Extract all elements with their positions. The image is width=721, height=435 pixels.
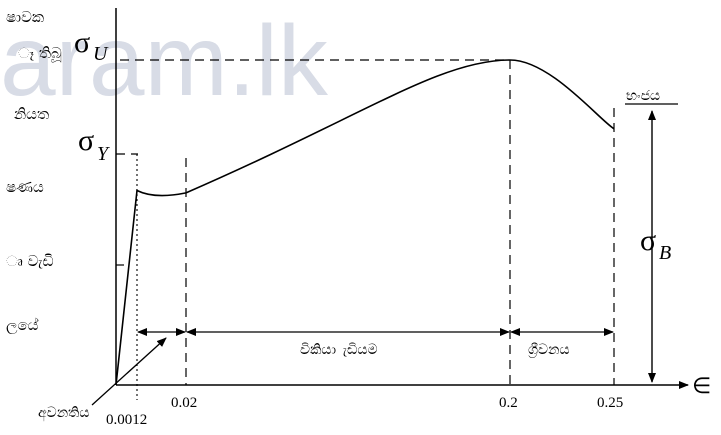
breaking-stress-label: σ B [640, 224, 671, 264]
stress-strain-curve [115, 59, 615, 386]
subscript-b: B [659, 242, 671, 264]
side-text-line: ලයේ [6, 316, 39, 334]
side-text-line: නියත [14, 105, 49, 123]
elastic-limit-pointer [91, 337, 167, 406]
x-axis-symbol: ∈ [692, 374, 711, 399]
plastic-region-label: විකියා ැඩියම [300, 342, 378, 358]
x-tick-label: 0.2 [499, 395, 518, 411]
x-tick-label: 0.0012 [106, 412, 147, 428]
side-text-column: ෂාවක ෑ තිබූ නියත ෂණය ෘ වැඩි ලයේ [6, 8, 62, 334]
x-tick-label: 0.02 [171, 395, 197, 411]
watermark-text: aram.lk [0, 5, 329, 117]
yield-stress-label: σ Y [78, 124, 110, 165]
side-text-line: ෂාවක [6, 8, 44, 26]
fracture-label: භංජය [626, 88, 660, 104]
side-text-line: ෑ තිබූ [18, 44, 62, 63]
sigma-symbol: σ [640, 224, 656, 257]
sigma-symbol: σ [78, 124, 94, 157]
subscript-u: U [93, 43, 109, 65]
necking-region-label: ග්‍රීවනය [528, 342, 570, 358]
sigma-symbol: σ [74, 26, 90, 59]
elastic-limit-label: අවනතිය [38, 405, 90, 422]
side-text-line: ෂණය [6, 178, 44, 196]
subscript-y: Y [97, 143, 110, 165]
side-text-line: ෘ වැඩි [6, 252, 54, 270]
ultimate-stress-label: σ U [74, 26, 109, 65]
x-tick-label: 0.25 [597, 395, 623, 411]
